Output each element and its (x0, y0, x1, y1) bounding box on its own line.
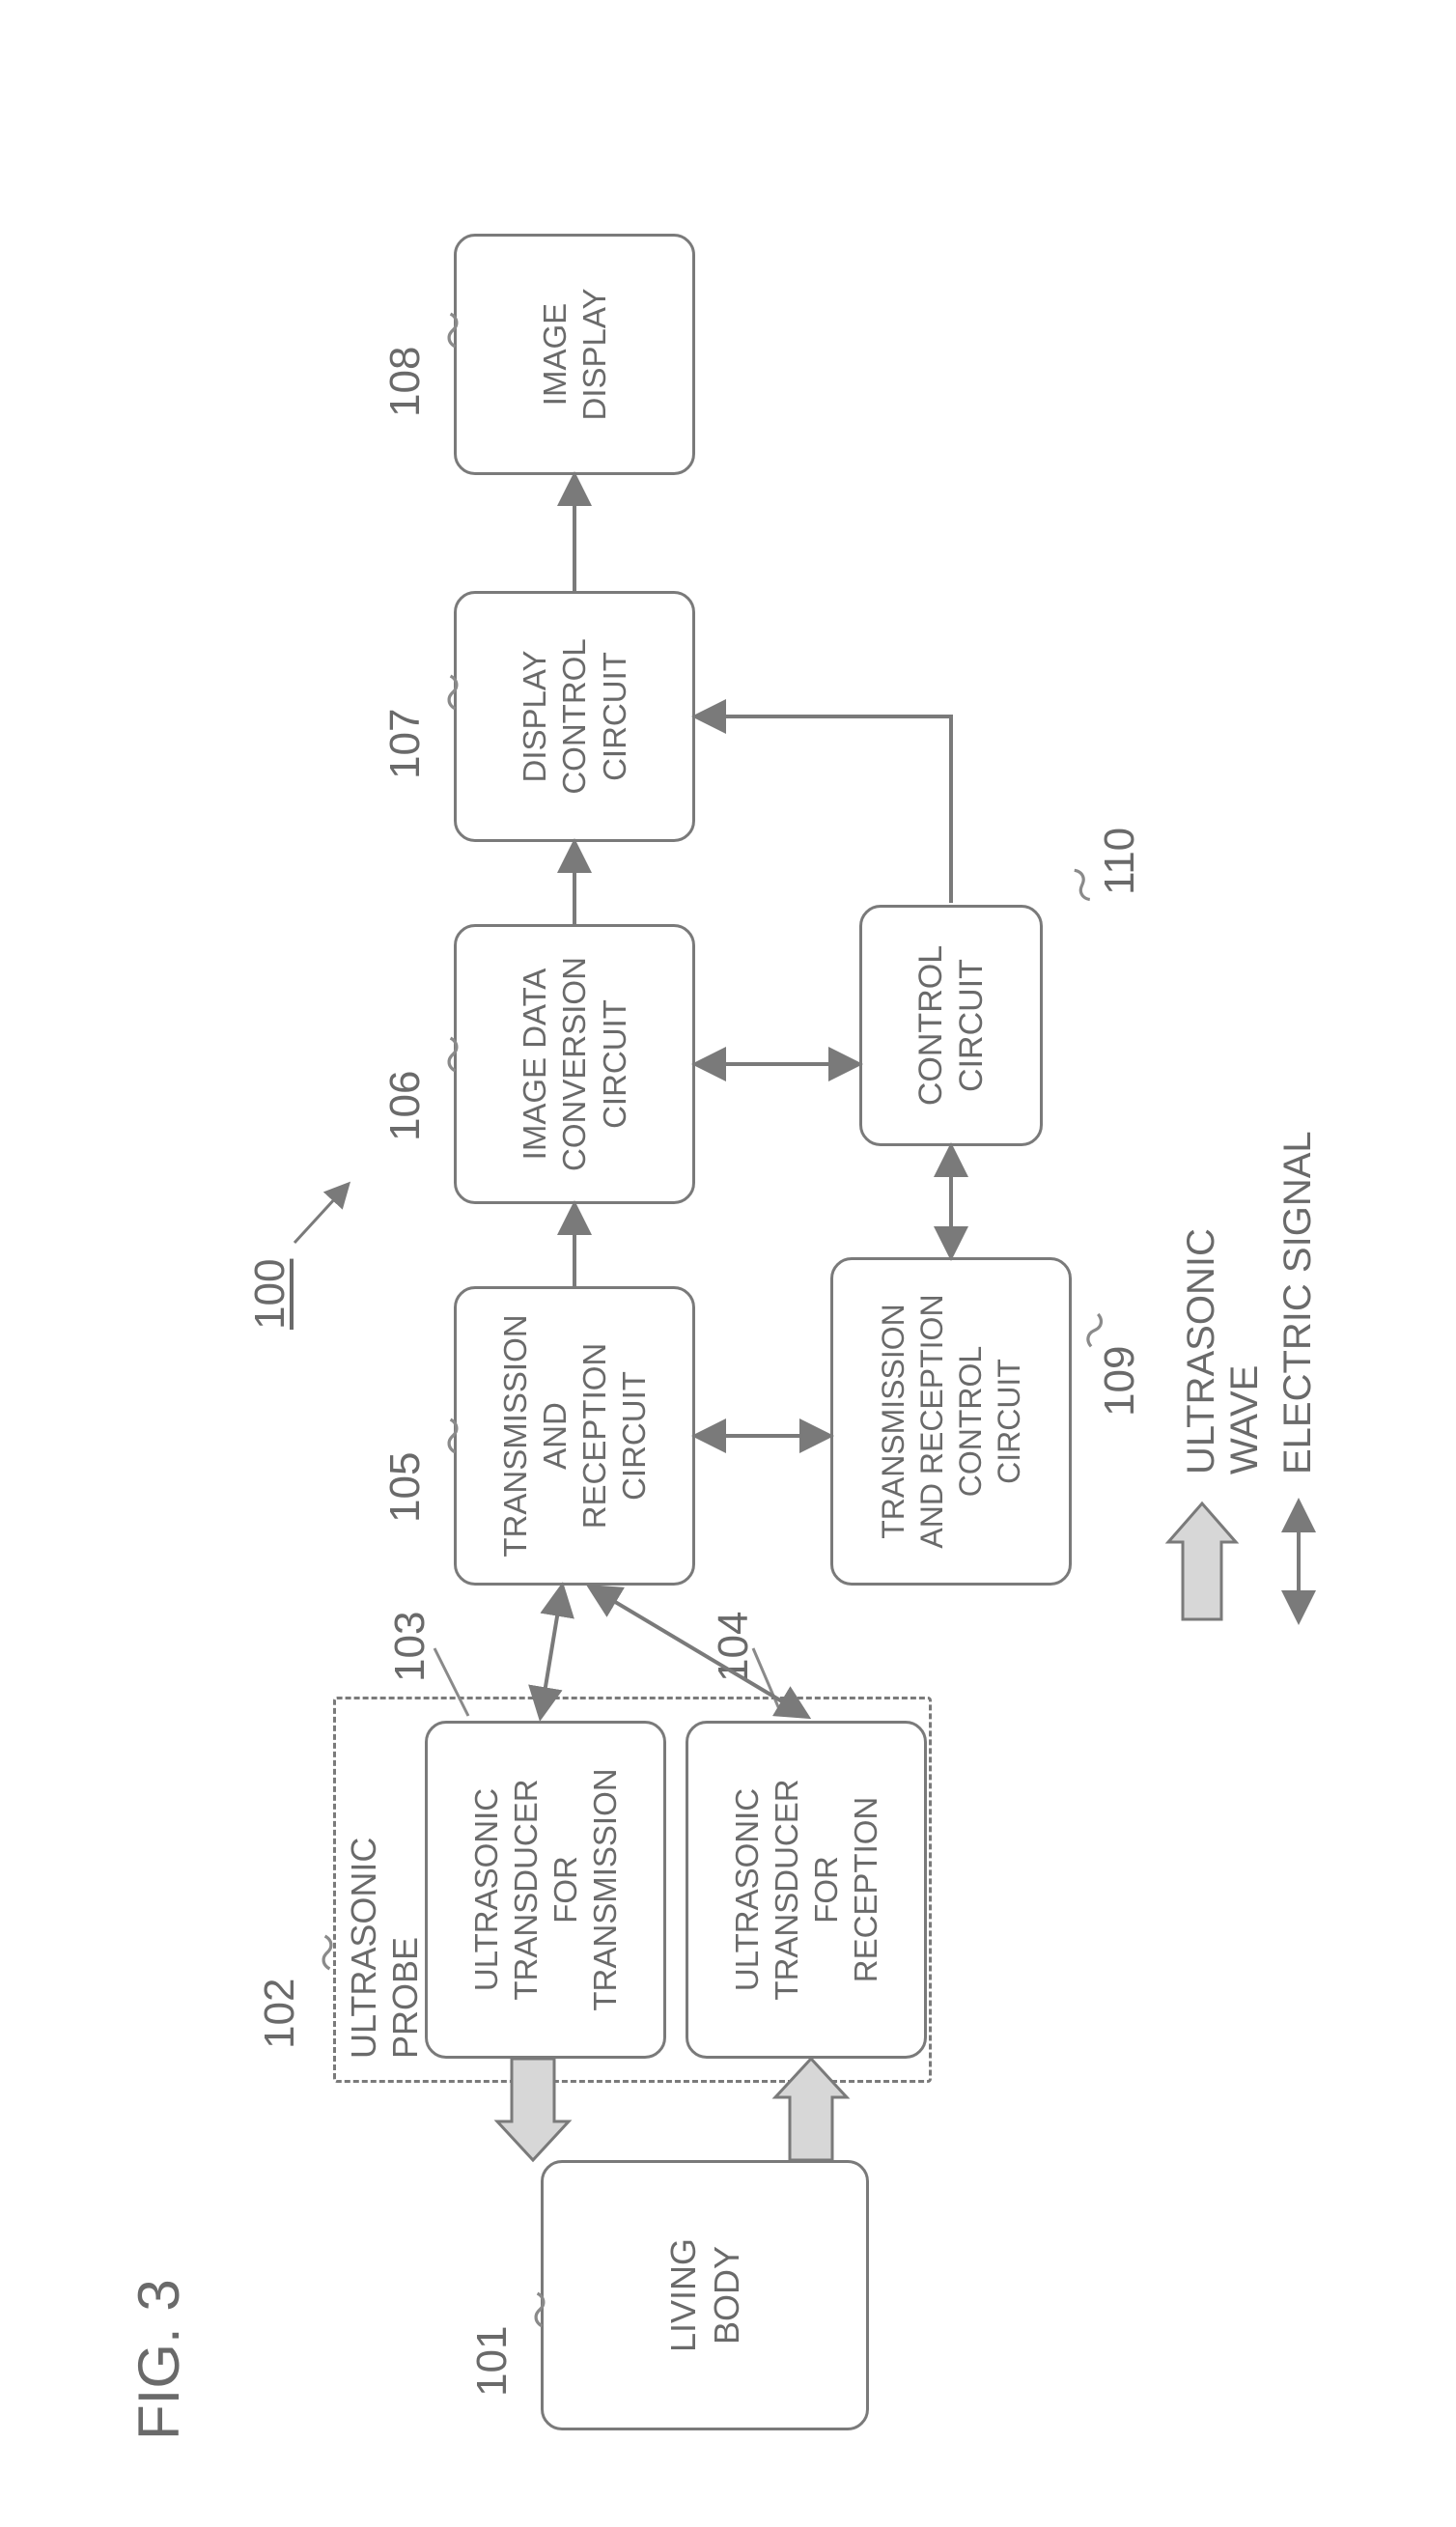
figure-title: FIG. 3 (126, 2279, 192, 2440)
tilde-icon: 〜 (423, 673, 479, 712)
ref-100: 100 (246, 1259, 294, 1330)
disp-ctrl-block: DISPLAY CONTROL CIRCUIT (454, 591, 695, 842)
tilde-icon: 〜 (423, 1417, 479, 1455)
ref-103: 103 (386, 1612, 434, 1682)
ref-101: 101 (468, 2326, 517, 2397)
ref-108: 108 (381, 347, 430, 417)
tilde-icon: 〜 (510, 2290, 566, 2329)
legend-ultrasonic-arrow (1168, 1503, 1236, 1619)
txrx-ctrl-block: TRANSMISSION AND RECEPTION CONTROL CIRCU… (830, 1257, 1072, 1586)
tilde-icon: 〜 (297, 1933, 353, 1972)
tilde-icon: 〜 (423, 1035, 479, 1074)
legend-electric: ELECTRIC SIGNAL (1276, 1131, 1320, 1474)
ref-105: 105 (381, 1452, 430, 1523)
tilde-icon: 〜 (423, 311, 479, 350)
img-conv-block: IMAGE DATA CONVERSION CIRCUIT (454, 924, 695, 1204)
img-display-block: IMAGE DISPLAY (454, 234, 695, 475)
txrx-circuit-block: TRANSMISSION AND RECEPTION CIRCUIT (454, 1286, 695, 1586)
ref-102: 102 (256, 1979, 304, 2049)
ctrl-circuit-block: CONTROL CIRCUIT (859, 905, 1043, 1146)
ref-109: 109 (1096, 1346, 1144, 1417)
figure-canvas: FIG. 3 100 ULTRASONIC PROBE LIVING BODY … (39, 1109, 1456, 2488)
ref-104: 104 (710, 1612, 758, 1682)
tx-transducer-block: ULTRASONIC TRANSDUCER FOR TRANSMISSION (425, 1721, 666, 2059)
ref-107: 107 (381, 709, 430, 779)
legend-ultrasonic-label: ULTRASONIC WAVE (1180, 1109, 1267, 1474)
legend-ultrasonic: ULTRASONIC WAVE (1180, 1109, 1267, 1474)
legend-electric-label: ELECTRIC SIGNAL (1276, 1131, 1320, 1474)
living-body-block: LIVING BODY (541, 2160, 869, 2430)
probe-label: ULTRASONIC PROBE (343, 1838, 426, 2059)
rx-transducer-block: ULTRASONIC TRANSDUCER FOR RECEPTION (686, 1721, 927, 2059)
tilde-icon: 〜 (1048, 857, 1113, 913)
ref-106: 106 (381, 1071, 430, 1141)
